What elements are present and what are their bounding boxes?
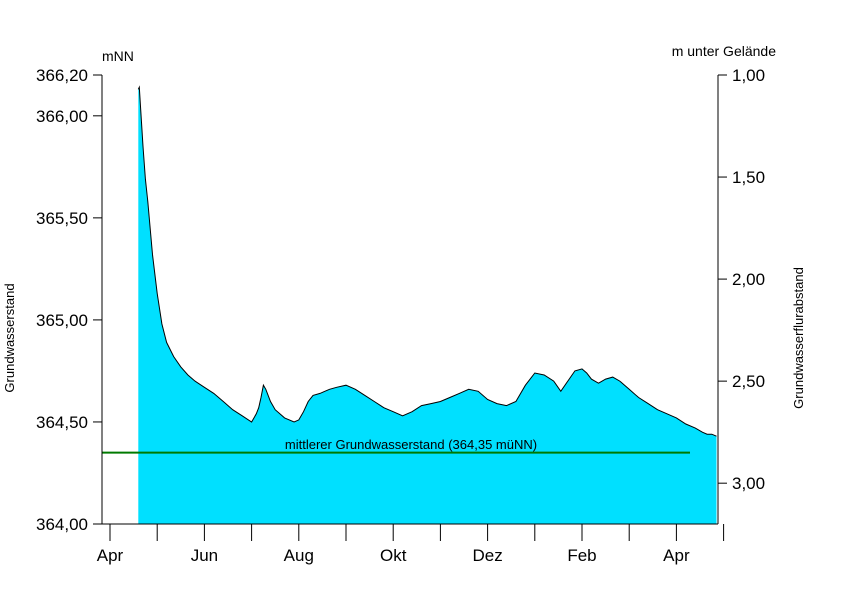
month-label: Jun <box>191 546 218 565</box>
groundwater-area <box>138 87 717 524</box>
left-axis-title: Grundwasserstand <box>2 283 17 392</box>
right-tick-label: 1,50 <box>732 168 765 187</box>
month-label: Okt <box>380 546 407 565</box>
left-tick-label: 366,00 <box>36 107 88 126</box>
month-label: Dez <box>472 546 502 565</box>
month-label: Apr <box>97 546 124 565</box>
groundwater-line <box>137 85 717 437</box>
left-tick-label: 364,50 <box>36 413 88 432</box>
left-tick-label: 366,20 <box>36 66 88 85</box>
left-tick-label: 364,00 <box>36 515 88 534</box>
month-label: Apr <box>663 546 690 565</box>
plot-area <box>102 85 717 524</box>
right-axis-title: Grundwasserflurabstand <box>791 267 806 409</box>
left-tick-label: 365,00 <box>36 311 88 330</box>
right-tick-label: 1,00 <box>732 66 765 85</box>
left-tick-label: 365,50 <box>36 209 88 228</box>
mean-line-label: mittlerer Grundwasserstand (364,35 müNN) <box>285 437 537 452</box>
axes: 364,00 364,50 365,00 365,50 366,00 366,20 1,00… <box>36 66 765 565</box>
left-unit-label: mNN <box>102 48 134 64</box>
right-tick-label: 3,00 <box>732 474 765 493</box>
right-tick-label: 2,00 <box>732 270 765 289</box>
month-label: Feb <box>567 546 596 565</box>
right-unit-label: m unter Gelände <box>672 43 776 59</box>
month-label: Aug <box>284 546 314 565</box>
right-tick-label: 2,50 <box>732 372 765 391</box>
